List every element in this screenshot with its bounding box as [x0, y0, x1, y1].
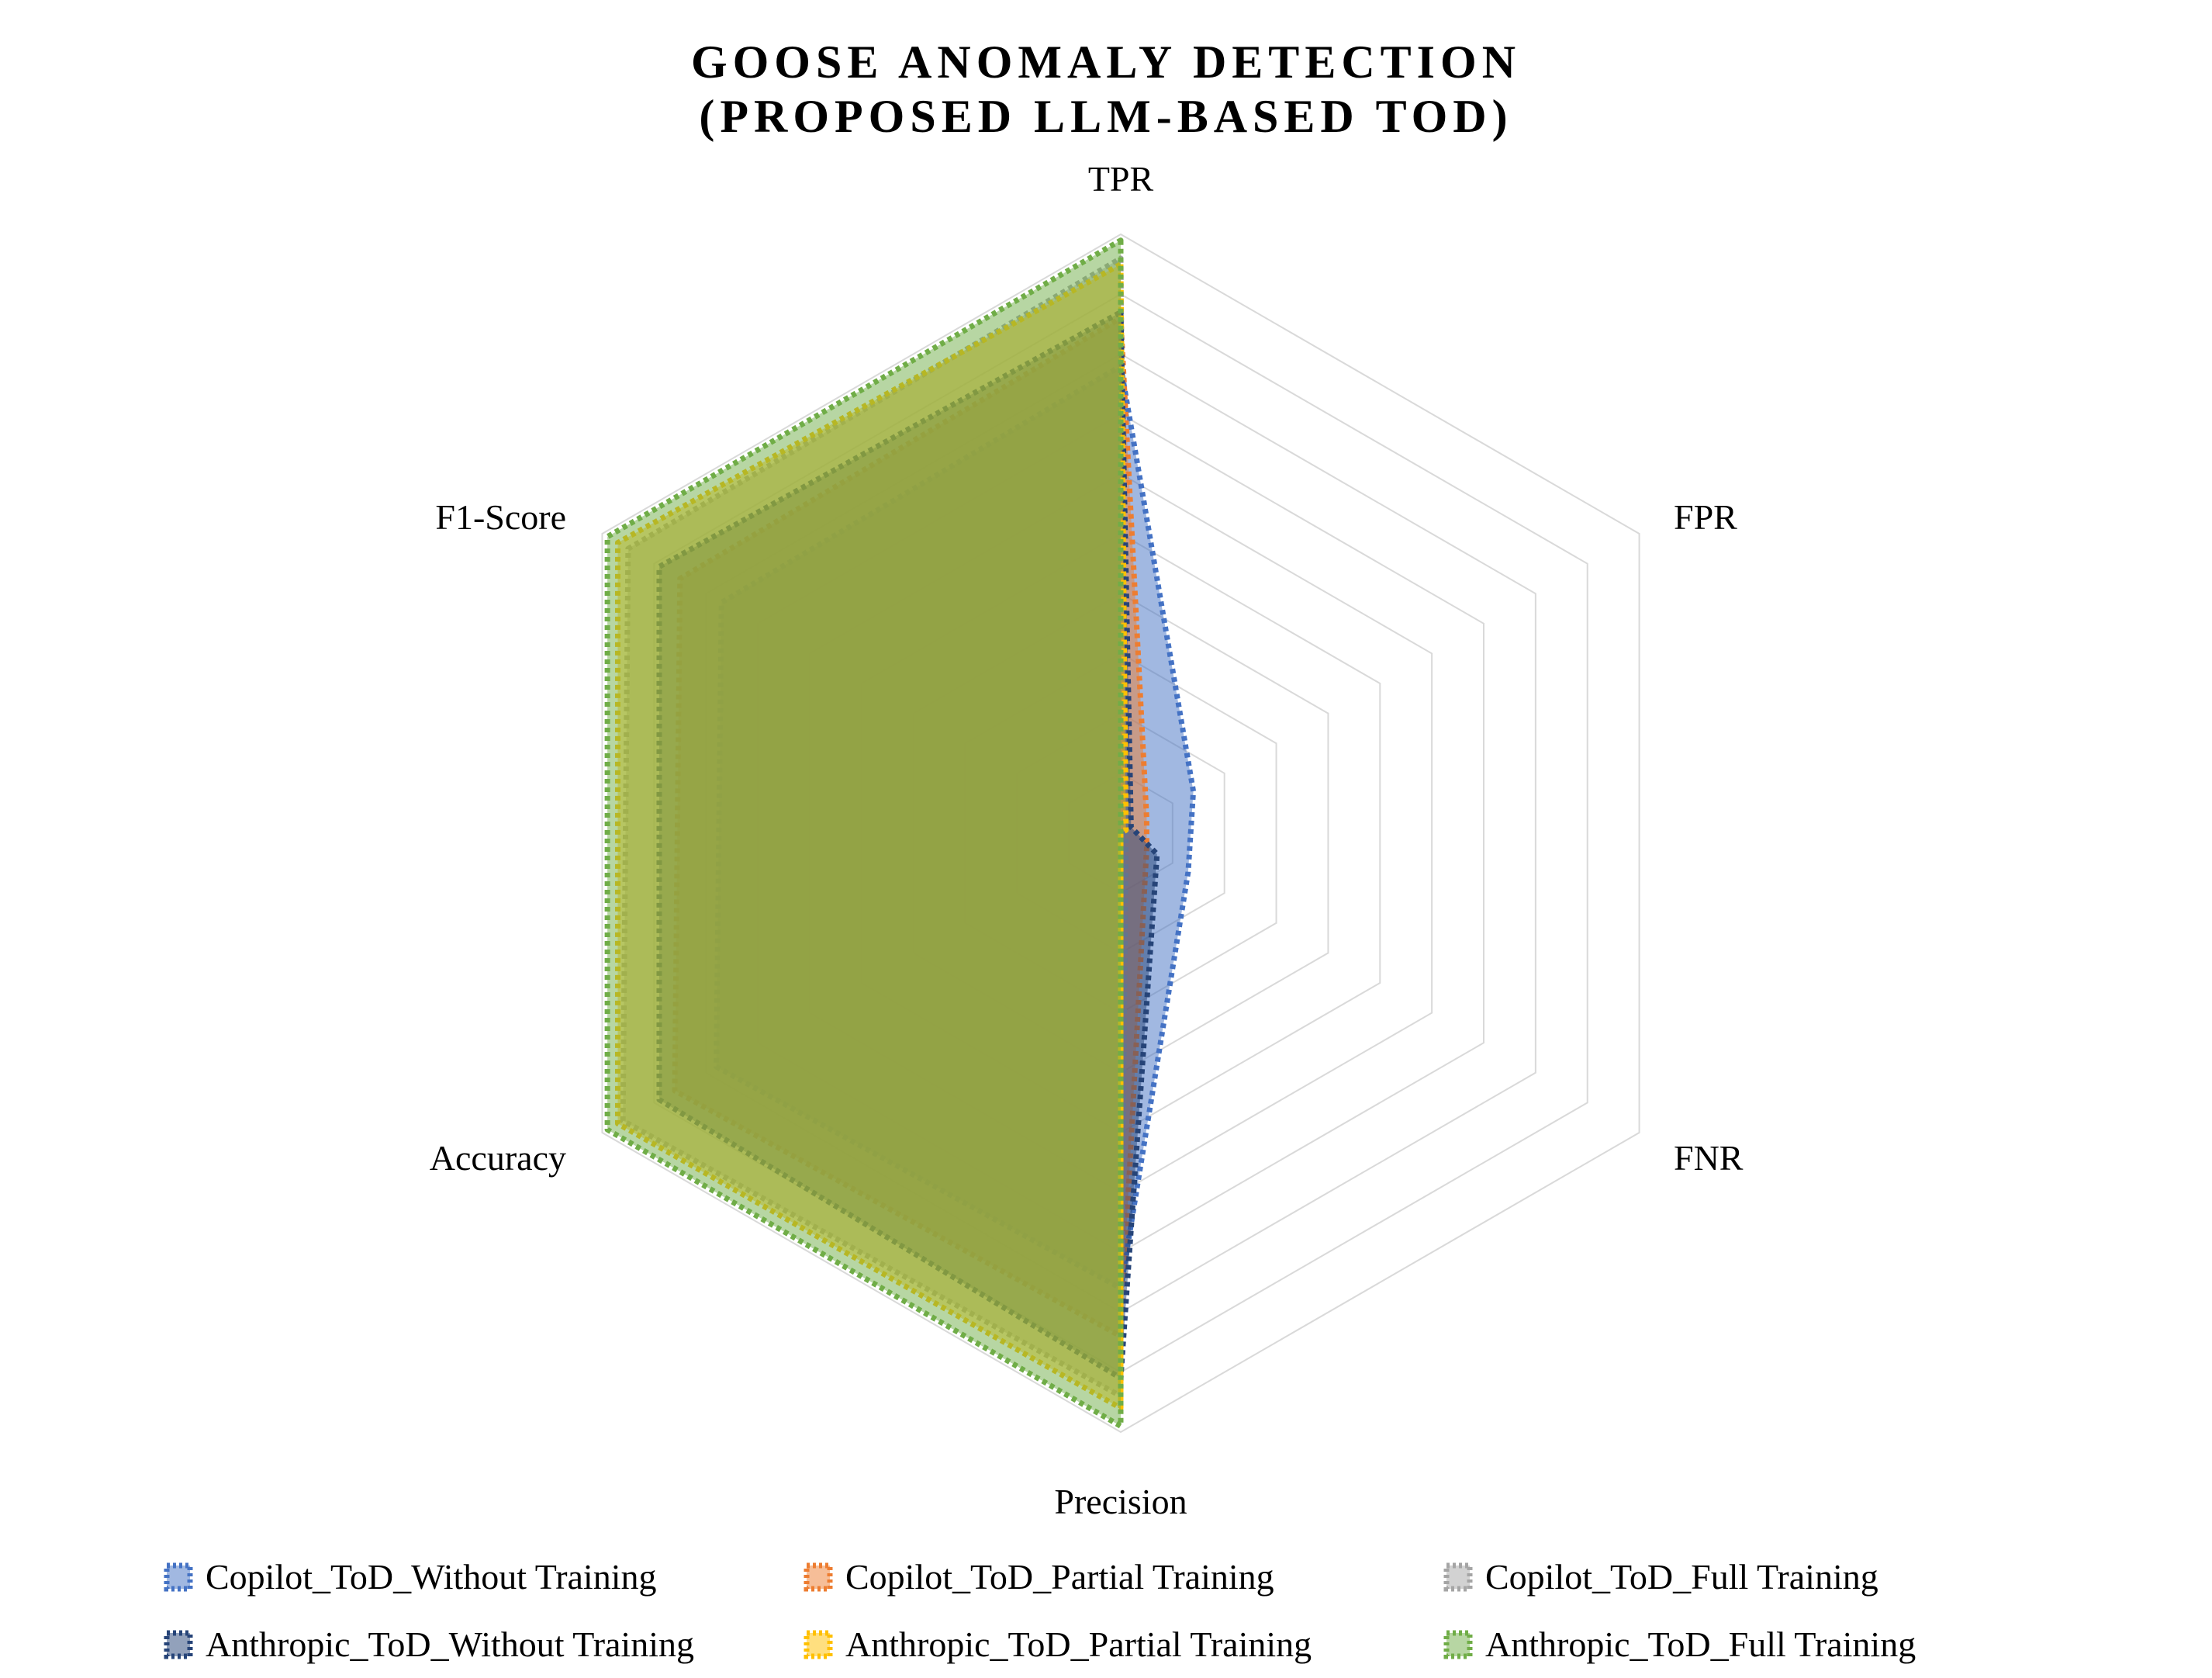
legend-label-anthropic-partial-training: Anthropic_ToD_Partial Training: [845, 1624, 1312, 1664]
series-layer: [604, 237, 1197, 1429]
legend-label-copilot-full-training: Copilot_ToD_Full Training: [1485, 1557, 1878, 1597]
legend-label-anthropic-full-training: Anthropic_ToD_Full Training: [1485, 1624, 1916, 1664]
legend-entry-anthropic-partial-training: Anthropic_ToD_Partial Training: [804, 1624, 1312, 1664]
series-area-anthropic-tod-full-training: [604, 237, 1124, 1429]
axis-label-tpr: TPR: [1088, 159, 1154, 199]
legend-label-copilot-partial-training: Copilot_ToD_Partial Training: [845, 1557, 1274, 1597]
legend-swatch-copilot-full-training: [1443, 1562, 1473, 1592]
grid-ring: [601, 233, 1640, 1434]
legend-entry-copilot-partial-training: Copilot_ToD_Partial Training: [804, 1557, 1274, 1597]
legend-entry-copilot-full-training: Copilot_ToD_Full Training: [1443, 1557, 1878, 1597]
legend: Copilot_ToD_Without Training Copilot_ToD…: [164, 1557, 1916, 1664]
legend-swatch-copilot-without-training: [164, 1562, 193, 1592]
chart-title-line-2: (PROPOSED LLM-BASED TOD): [699, 91, 1512, 142]
legend-entry-anthropic-full-training: Anthropic_ToD_Full Training: [1443, 1624, 1916, 1664]
axis-label-fnr: FNR: [1674, 1138, 1744, 1178]
legend-swatch-anthropic-without-training: [164, 1630, 193, 1659]
axis-label-accuracy: Accuracy: [430, 1138, 566, 1178]
legend-swatch-copilot-partial-training: [804, 1562, 833, 1592]
axis-label-fpr: FPR: [1674, 497, 1737, 537]
legend-entry-copilot-without-training: Copilot_ToD_Without Training: [164, 1557, 657, 1597]
legend-label-copilot-without-training: Copilot_ToD_Without Training: [206, 1557, 657, 1597]
legend-swatch-anthropic-partial-training: [804, 1630, 833, 1659]
legend-swatch-anthropic-full-training: [1443, 1630, 1473, 1659]
axis-label-f1-score: F1-Score: [435, 497, 566, 537]
legend-entry-anthropic-without-training: Anthropic_ToD_Without Training: [164, 1624, 694, 1664]
legend-label-anthropic-without-training: Anthropic_ToD_Without Training: [206, 1624, 694, 1664]
chart-title-line-1: GOOSE ANOMALY DETECTION: [691, 36, 1521, 88]
axis-label-precision: Precision: [1054, 1482, 1187, 1521]
